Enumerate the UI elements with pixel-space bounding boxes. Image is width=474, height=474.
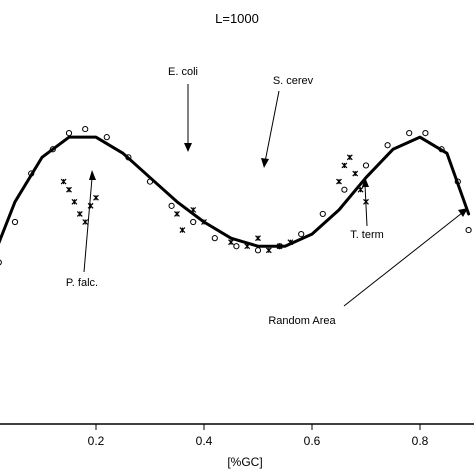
data-point-circle <box>168 202 175 209</box>
data-point-asterisk <box>174 210 180 217</box>
chart-title: L=1000 <box>215 11 259 26</box>
annotation-tterm-arrow <box>364 184 368 227</box>
data-point-circle <box>254 247 262 254</box>
data-point-circle <box>465 226 472 234</box>
annotation-ecoli-arrowhead <box>184 143 192 152</box>
data-point-asterisk <box>341 162 348 169</box>
x-tick-label: 0.6 <box>304 434 321 448</box>
data-point-circle <box>103 134 110 141</box>
annotation-pfalc: P. falc. <box>66 170 98 289</box>
data-point-circle <box>233 243 240 250</box>
annotation-ecoli-label: E. coli <box>168 66 198 78</box>
data-point-circle <box>211 235 218 242</box>
data-point-circle <box>11 218 19 226</box>
data-point-asterisk <box>76 210 83 217</box>
annotation-random-area-label: Random Area <box>268 315 336 327</box>
data-point-asterisk <box>87 202 94 209</box>
data-point-circle <box>65 130 73 137</box>
fit-curve <box>0 135 471 248</box>
annotation-pfalc-arrow <box>83 177 93 273</box>
data-point-circle <box>319 210 326 218</box>
data-point-circle <box>190 218 197 226</box>
data-point-circle <box>406 130 413 137</box>
x-axis-title: [%GC] <box>227 455 262 469</box>
x-tick-label: 0.4 <box>196 434 213 448</box>
annotation-pfalc-arrowhead <box>89 170 96 180</box>
data-point-asterisk <box>346 154 353 161</box>
x-tick-label: 0.2 <box>88 434 105 448</box>
annotation-ecoli: E. coli <box>168 66 198 152</box>
data-point-asterisk <box>265 247 272 254</box>
annotation-tterm-label: T. term <box>350 229 384 241</box>
annotation-tterm-arrowhead <box>362 177 369 187</box>
data-point-asterisk <box>82 219 89 225</box>
x-axis-ticks: 0.2 0.4 0.6 0.8 <box>88 424 429 448</box>
data-point-asterisk <box>228 239 234 246</box>
data-point-asterisk <box>352 170 359 177</box>
data-point-asterisk <box>71 198 78 205</box>
data-point-asterisk <box>66 186 72 193</box>
annotation-scerev-arrow <box>264 90 280 163</box>
data-point-circle <box>422 130 429 137</box>
x-tick-label: 0.8 <box>412 434 429 448</box>
data-point-circle <box>0 259 2 266</box>
data-point-circle <box>82 125 89 133</box>
data-point-circle <box>362 162 370 169</box>
annotation-scerev-label: S. cerev <box>273 75 314 87</box>
data-point-circle <box>384 142 391 149</box>
annotation-tterm: T. term <box>350 177 384 241</box>
data-point-asterisk <box>179 227 186 234</box>
plot-area <box>0 125 472 266</box>
annotation-pfalc-label: P. falc. <box>66 277 98 289</box>
annotation-scerev-arrowhead <box>261 158 269 168</box>
annotation-random-area: Random Area <box>268 208 468 327</box>
data-point-asterisk <box>255 235 261 242</box>
annotation-scerev: S. cerev <box>261 75 314 168</box>
annotation-random-area-arrow <box>343 212 463 307</box>
annotation-random-area-arrowhead <box>458 208 468 217</box>
data-point-asterisk <box>60 178 67 185</box>
data-point-asterisk <box>336 178 342 185</box>
data-point-circle <box>298 231 305 238</box>
data-point-asterisk <box>93 194 99 201</box>
data-point-circle <box>341 186 348 193</box>
